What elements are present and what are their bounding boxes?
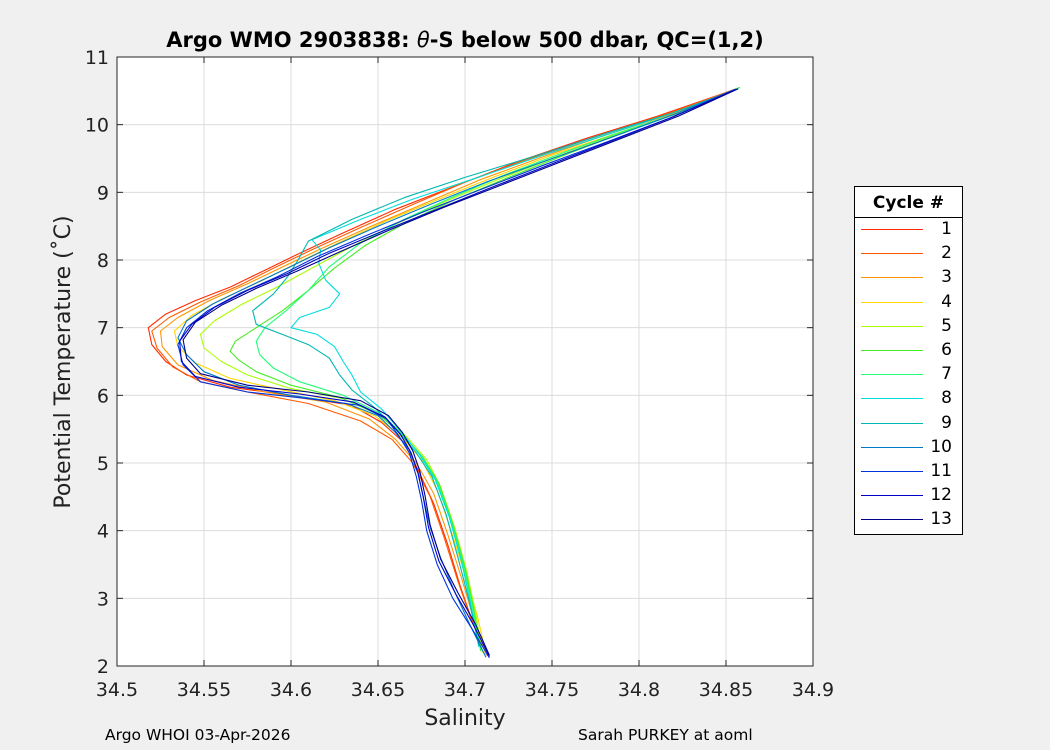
legend-swatch	[861, 229, 923, 230]
legend-label: 1	[941, 219, 952, 239]
legend-swatch	[861, 325, 923, 327]
legend-label: 12	[930, 485, 952, 506]
legend-swatch	[861, 301, 923, 303]
legend-label: 7	[941, 364, 952, 385]
legend-swatch	[861, 277, 923, 279]
x-tick-label: 34.7	[444, 679, 486, 701]
legend-swatch	[861, 398, 923, 400]
y-tick-label: 10	[85, 115, 109, 137]
legend-label: 3	[941, 267, 952, 288]
legend-item-cycle-5: 5	[855, 315, 962, 339]
series-line-cycle-10	[177, 88, 737, 658]
series-line-cycle-8	[290, 88, 737, 648]
series-line-cycle-12	[179, 88, 737, 657]
footer-author: Sarah PURKEY at aoml	[578, 726, 753, 744]
y-axis-label: Potential Temperature (˚C)	[51, 215, 76, 508]
y-tick-label: 8	[97, 250, 109, 272]
series-line-cycle-7	[255, 86, 741, 650]
series-line-cycle-13	[182, 88, 739, 656]
legend-label: 13	[930, 509, 952, 530]
series-line-cycle-3	[159, 87, 739, 655]
legend-swatch	[861, 519, 923, 521]
footer-source: Argo WHOI 03-Apr-2026	[105, 726, 291, 744]
y-tick-label: 7	[97, 318, 109, 340]
series-line-cycle-9	[252, 88, 737, 646]
legend-item-cycle-8: 8	[855, 387, 962, 411]
legend-item-cycle-3: 3	[855, 266, 962, 290]
legend-item-cycle-11: 11	[855, 460, 962, 484]
series-line-cycle-6	[229, 86, 741, 652]
legend-item-cycle-7: 7	[855, 363, 962, 387]
legend-label: 5	[941, 315, 952, 336]
x-axis-label: Salinity	[424, 706, 505, 731]
legend-swatch	[861, 422, 923, 424]
x-tick-label: 34.75	[525, 679, 579, 701]
legend-label: 9	[941, 412, 952, 433]
y-tick-label: 9	[97, 182, 109, 204]
legend-item-cycle-6: 6	[855, 339, 962, 363]
x-tick-label: 34.65	[351, 679, 405, 701]
x-tick-label: 34.9	[792, 679, 834, 701]
legend-label: 6	[941, 339, 952, 360]
legend-items: 1 2 3 4 5 6 7 8 9 10 11 12 13	[855, 218, 962, 532]
legend-label: 10	[930, 436, 952, 457]
x-tick-label: 34.6	[270, 679, 312, 701]
legend-label: 8	[941, 388, 952, 409]
x-tick-label: 34.85	[699, 679, 753, 701]
chart-title: Argo WMO 2903838: θ-S below 500 dbar, QC…	[166, 28, 763, 52]
y-tick-label: 3	[97, 588, 109, 610]
legend-item-cycle-4: 4	[855, 291, 962, 315]
legend-swatch	[861, 470, 923, 472]
legend-swatch	[861, 374, 923, 376]
series-lines	[147, 86, 741, 659]
legend-label: 4	[941, 291, 952, 312]
legend-item-cycle-1: 1	[855, 218, 962, 242]
legend-label: 11	[930, 460, 952, 481]
legend-title: Cycle #	[855, 187, 962, 218]
legend-item-cycle-2: 2	[855, 242, 962, 266]
legend-item-cycle-12: 12	[855, 484, 962, 508]
y-tick-label: 11	[85, 47, 109, 69]
legend-item-cycle-9: 9	[855, 412, 962, 436]
y-tick-label: 2	[97, 656, 109, 678]
x-tick-label: 34.5	[96, 679, 138, 701]
legend-swatch	[861, 349, 923, 351]
x-tick-label: 34.8	[618, 679, 660, 701]
legend-item-cycle-10: 10	[855, 436, 962, 460]
legend-swatch	[861, 495, 923, 497]
legend: Cycle # 1 2 3 4 5 6 7 8 9 10 11 12 13	[854, 186, 963, 535]
y-tick-label: 6	[97, 385, 109, 407]
series-line-cycle-2	[151, 88, 737, 657]
legend-item-cycle-13: 13	[855, 508, 962, 532]
legend-label: 2	[941, 243, 952, 264]
axis-ticks: 34.5 34.55 34.6 34.65 34.7 34.75 34.8 34.85 34.9…	[85, 47, 834, 701]
y-tick-label: 4	[97, 521, 109, 543]
y-tick-label: 5	[97, 453, 109, 475]
x-tick-label: 34.55	[177, 679, 231, 701]
legend-swatch	[861, 253, 923, 255]
legend-swatch	[861, 446, 923, 448]
